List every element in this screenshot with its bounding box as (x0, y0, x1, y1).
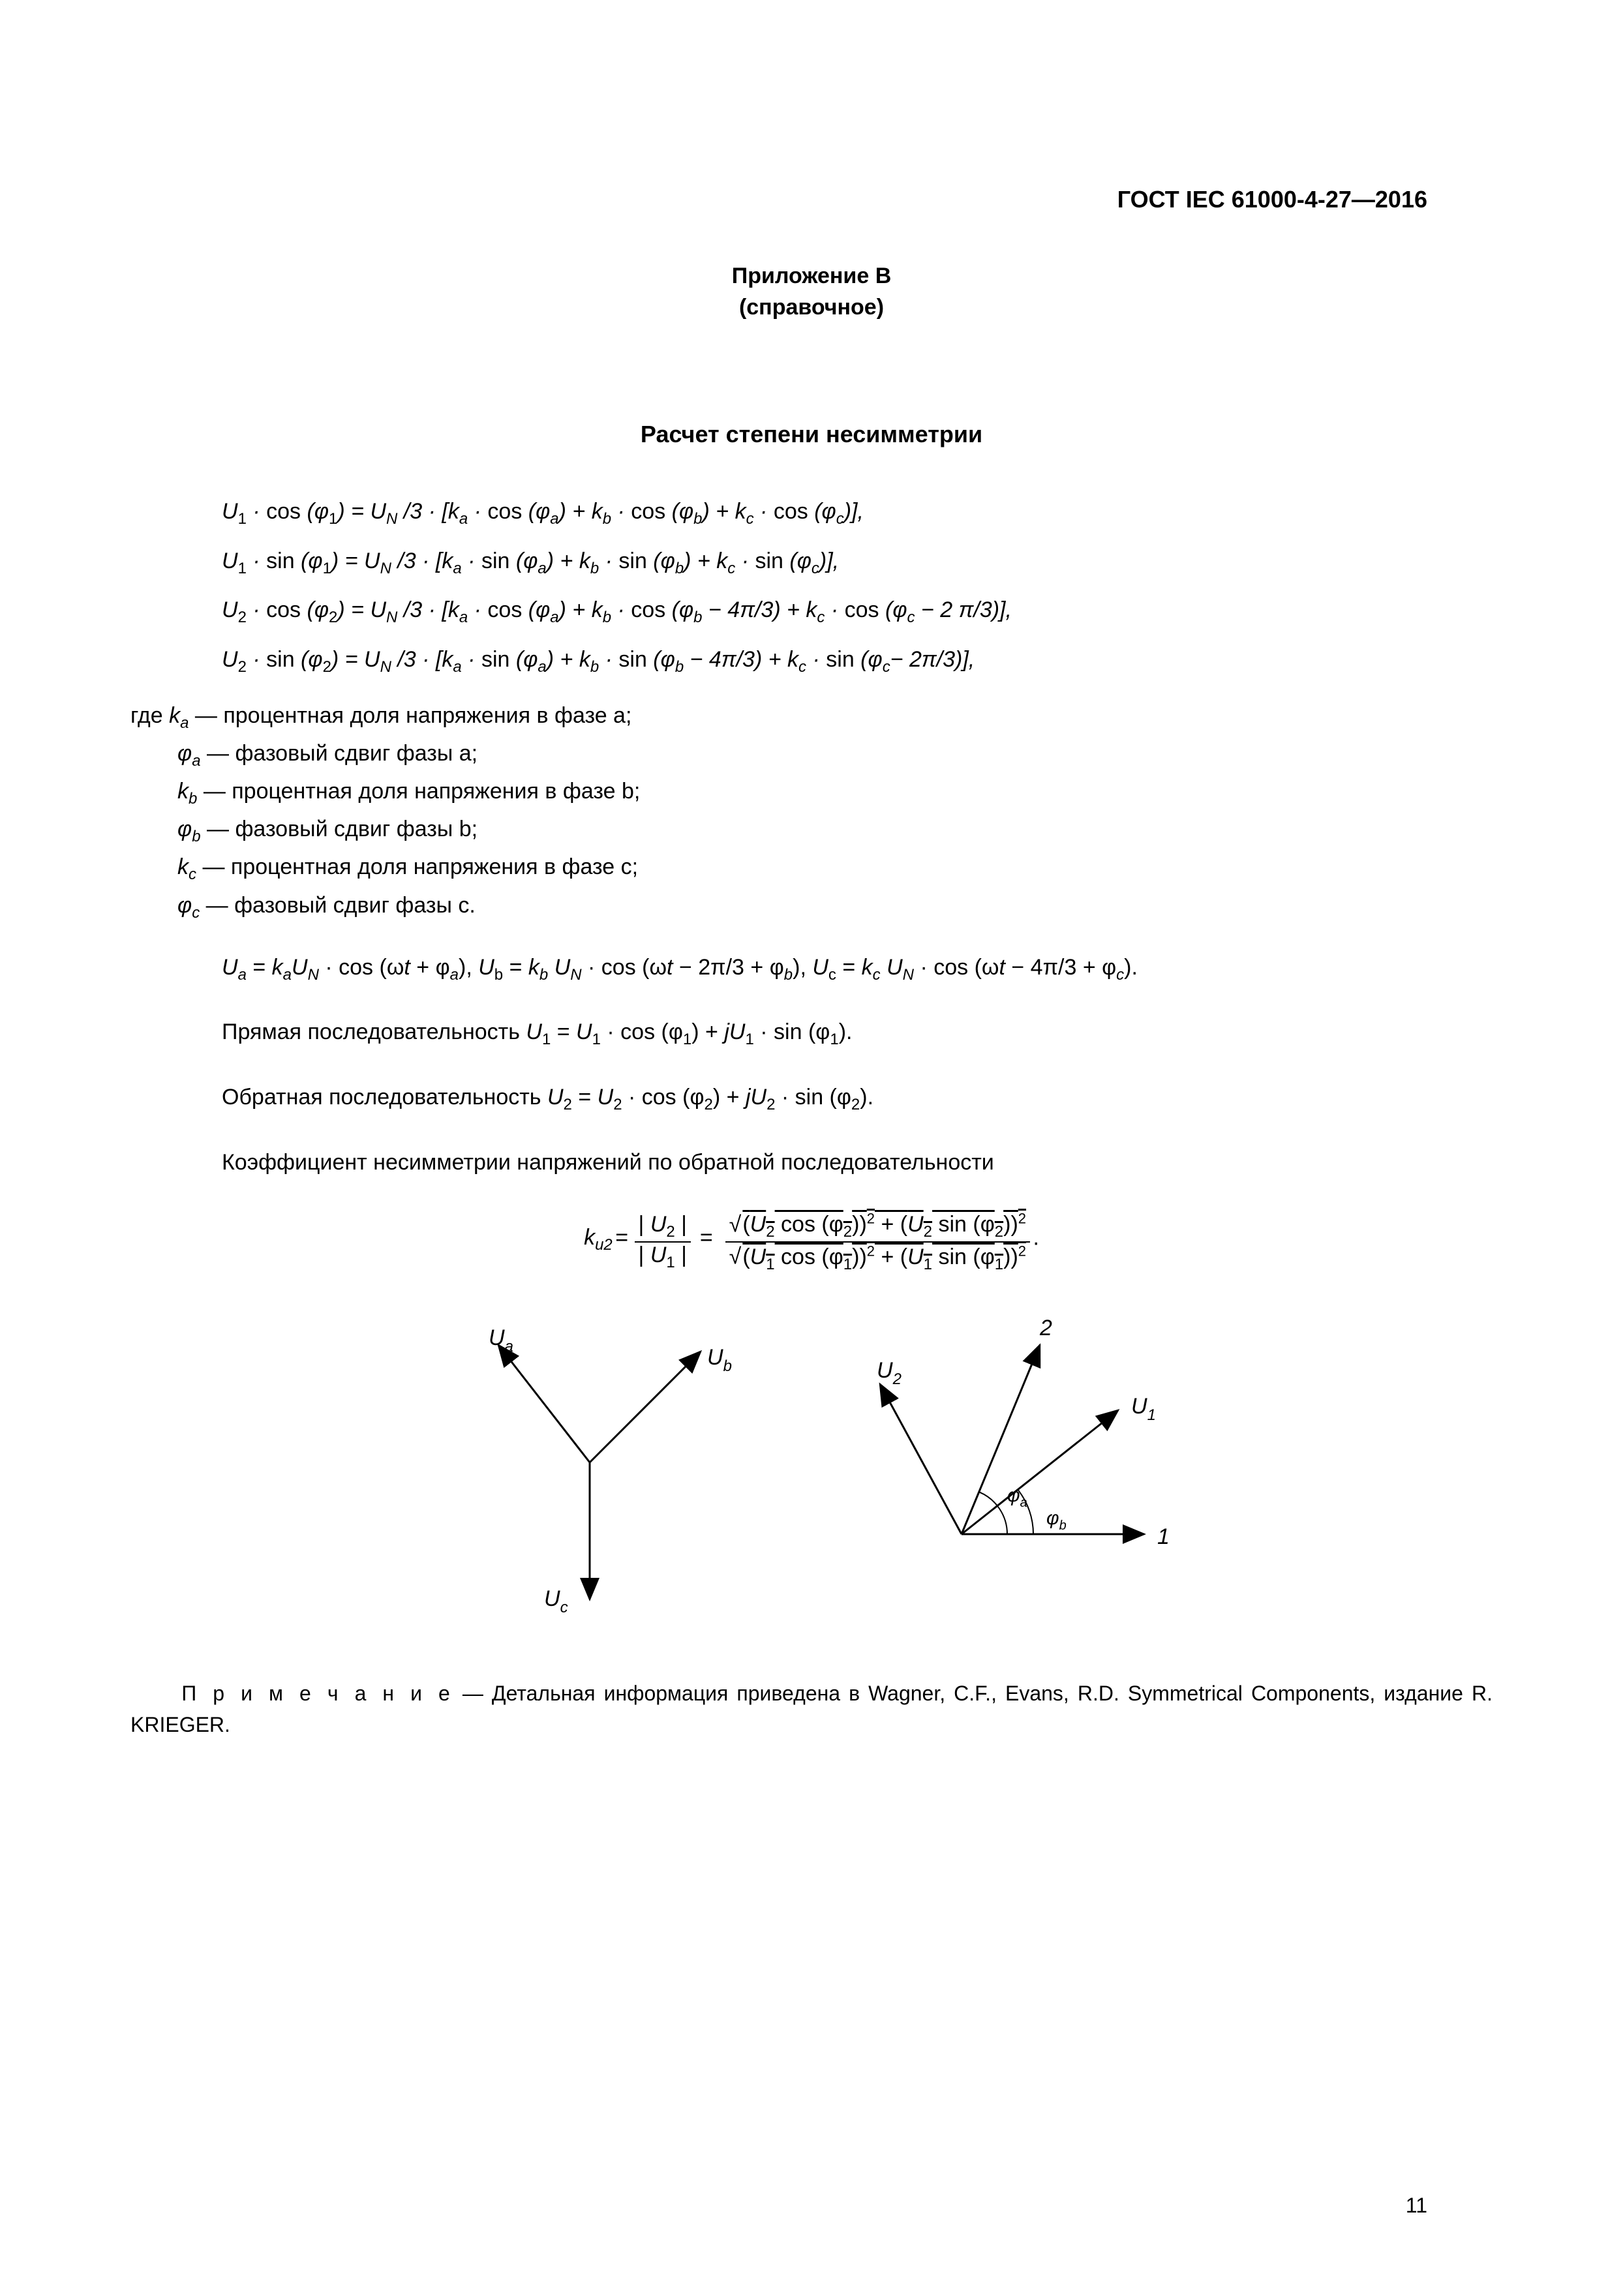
def-kc: kc — процентная доля напряжения в фазе c… (177, 849, 1493, 887)
doc-header: ГОСТ IEC 61000-4-27—2016 (1117, 186, 1427, 213)
page-number: 11 (1406, 2194, 1427, 2218)
equations-block: U1 · cos (φ1) = UN /3 · [ka · cos (φa) +… (222, 487, 1493, 684)
svg-text:1: 1 (1157, 1524, 1170, 1549)
def-phic: φc — фазовый сдвиг фазы c. (177, 888, 1493, 926)
svg-text:Uc: Uc (544, 1586, 568, 1616)
svg-text:U1: U1 (1131, 1394, 1156, 1424)
line-uabc: Ua = kaUN · cos (ωt + φa), Ub = kb UN · … (222, 945, 1493, 991)
svg-text:φb: φb (1046, 1507, 1067, 1533)
svg-text:2: 2 (1039, 1316, 1052, 1340)
page: ГОСТ IEC 61000-4-27—2016 Приложение В (с… (0, 0, 1623, 2296)
vector-diagram-right: 1 2 U1 U2 φa φb (831, 1299, 1196, 1599)
svg-text:U2: U2 (877, 1358, 902, 1388)
equation-4: U2 · sin (φ2) = UN /3 · [ka · sin (φa) +… (222, 635, 1493, 685)
appendix-title: Приложение В (справочное) (130, 261, 1493, 323)
equation-1: U1 · cos (φ1) = UN /3 · [ka · cos (φa) +… (222, 487, 1493, 537)
equation-3: U2 · cos (φ2) = UN /3 · [ka · cos (φa) +… (222, 586, 1493, 635)
line-inverse: Обратная последовательность U2 = U2 · co… (222, 1075, 1493, 1121)
svg-text:Ub: Ub (707, 1345, 732, 1375)
note-label: П р и м е ч а н и е (181, 1682, 454, 1705)
def-phib: φb — фазовый сдвиг фазы b; (177, 811, 1493, 849)
def-ka: где ka — процентная доля напряжения в фа… (130, 698, 1493, 736)
svg-text:Ua: Ua (489, 1325, 513, 1355)
line-coef: Коэффициент несимметрии напряжений по об… (222, 1140, 1493, 1185)
diagram-row: Ua Ub Uc 1 2 U1 U2 φa φb (130, 1299, 1493, 1639)
section-title: Расчет степени несимметрии (130, 421, 1493, 448)
appendix-sub: (справочное) (739, 295, 884, 320)
def-kb: kb — процентная доля напряжения в фазе b… (177, 774, 1493, 811)
def-phia: φa — фазовый сдвиг фазы a; (177, 736, 1493, 774)
vector-diagram-left: Ua Ub Uc (427, 1299, 766, 1639)
note: П р и м е ч а н и е — Детальная информац… (130, 1678, 1493, 1740)
equation-2: U1 · sin (φ1) = UN /3 · [ka · sin (φa) +… (222, 537, 1493, 586)
appendix-label: Приложение В (732, 264, 892, 288)
ku2-formula: ku2 = | U2 | | U1 | = √(U2 cos (φ2))2 + … (130, 1211, 1493, 1273)
svg-text:φa: φa (1007, 1485, 1027, 1510)
line-direct: Прямая последовательность U1 = U1 · cos … (222, 1010, 1493, 1055)
definitions: где ka — процентная доля напряжения в фа… (130, 698, 1493, 926)
